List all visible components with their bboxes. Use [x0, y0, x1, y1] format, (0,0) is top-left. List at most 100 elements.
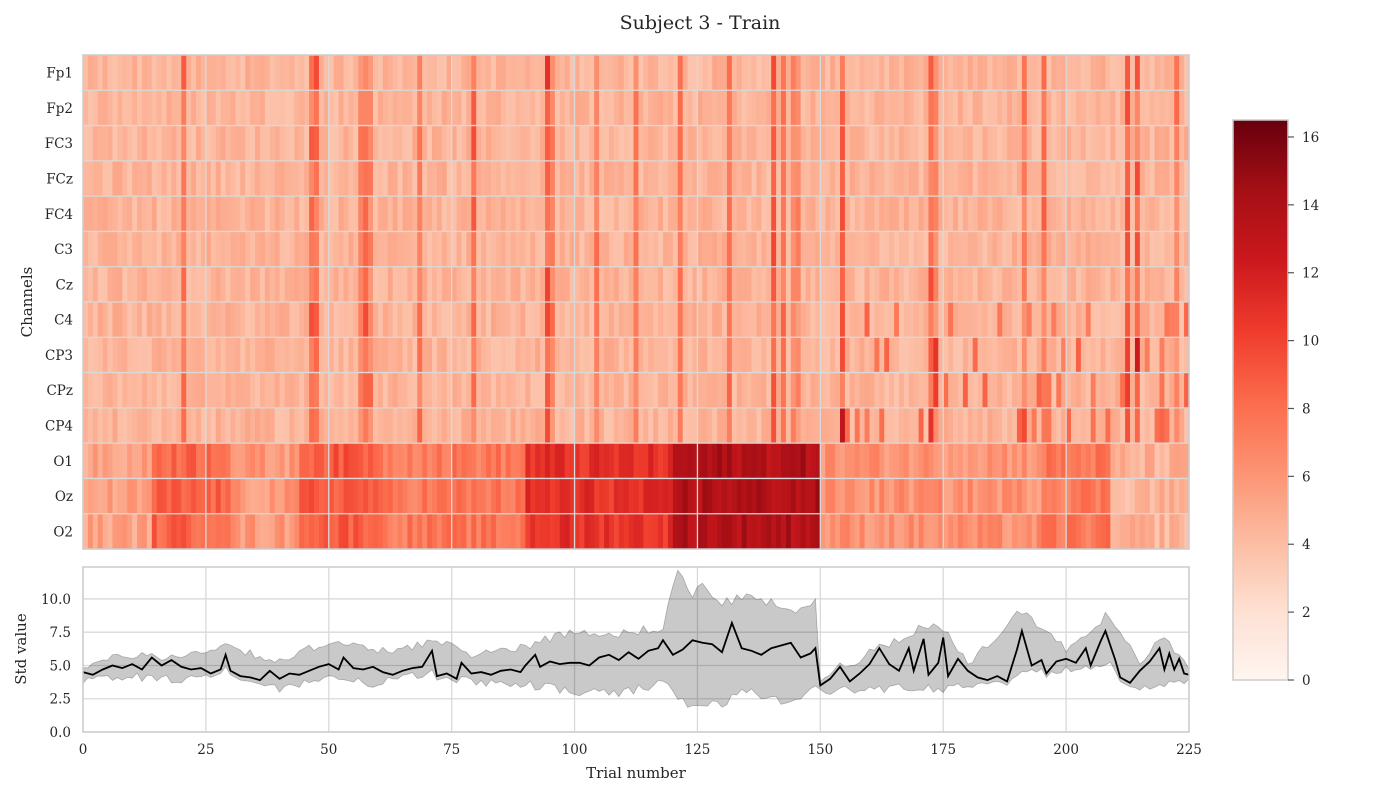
- heatmap-cell: [490, 407, 497, 444]
- heatmap-cell: [633, 513, 640, 550]
- heatmap-cell: [495, 443, 502, 479]
- heatmap-cell: [574, 125, 581, 162]
- heatmap-cell: [387, 90, 394, 126]
- heatmap-cell: [1002, 266, 1008, 303]
- heatmap-cell: [520, 372, 526, 409]
- heatmap-cell: [141, 513, 148, 550]
- heatmap-cell: [83, 407, 89, 444]
- heatmap-cell: [1134, 90, 1141, 126]
- heatmap-cell: [112, 372, 119, 409]
- heatmap-cell: [520, 196, 526, 232]
- heatmap-cell: [1174, 55, 1180, 91]
- heatmap-cell: [363, 302, 369, 338]
- heatmap-cell: [146, 513, 153, 550]
- heatmap-cell: [377, 55, 384, 91]
- heatmap-cell: [869, 337, 876, 373]
- heatmap-cell: [997, 231, 1003, 268]
- heatmap-cell: [1144, 90, 1151, 126]
- heatmap-cell: [751, 513, 758, 550]
- heatmap-cell: [1130, 55, 1136, 91]
- heatmap-cell: [373, 231, 379, 268]
- heatmap-cell: [579, 302, 585, 338]
- heatmap-cell: [1056, 443, 1062, 479]
- heatmap-cell: [407, 196, 413, 232]
- heatmap-cell: [805, 231, 812, 268]
- heatmap-cell: [810, 513, 817, 550]
- heatmap-cell: [564, 478, 571, 515]
- heatmap-cell: [800, 302, 807, 338]
- heatmap-cell: [638, 231, 644, 268]
- heatmap-cell: [318, 231, 325, 268]
- heatmap-cell: [594, 337, 600, 373]
- heatmap-cell: [540, 196, 546, 232]
- heatmap-cell: [461, 407, 468, 444]
- heatmap-cell: [1115, 407, 1121, 444]
- heatmap-cell: [230, 160, 236, 197]
- heatmap-cell: [554, 266, 561, 303]
- heatmap-cell: [279, 407, 286, 444]
- heatmap-cell: [353, 231, 359, 268]
- heatmap-cell: [667, 196, 674, 232]
- heatmap-cell: [373, 407, 379, 444]
- heatmap-cell: [1169, 160, 1175, 197]
- heatmap-cell: [525, 125, 531, 162]
- heatmap-cell: [726, 160, 733, 197]
- heatmap-cell: [495, 372, 502, 409]
- heatmap-cell: [1159, 90, 1166, 126]
- heatmap-cell: [658, 407, 664, 444]
- heatmap-cell: [510, 302, 517, 338]
- heatmap-cell: [181, 266, 187, 303]
- heatmap-cell: [938, 125, 944, 162]
- heatmap-cell: [903, 513, 910, 550]
- heatmap-cell: [800, 160, 807, 197]
- heatmap-cell: [1007, 407, 1013, 444]
- heatmap-cell: [1026, 231, 1033, 268]
- heatmap-cell: [948, 372, 954, 409]
- heatmap-cell: [240, 443, 246, 479]
- heatmap-cell: [948, 90, 954, 126]
- heatmap-cell: [726, 337, 733, 373]
- heatmap-cell: [274, 478, 281, 515]
- heatmap-cell: [717, 478, 723, 515]
- heatmap-cell: [923, 478, 930, 515]
- heatmap-cell: [353, 478, 359, 515]
- heatmap-cell: [505, 231, 512, 268]
- heatmap-cell: [264, 372, 271, 409]
- heatmap-cell: [1125, 337, 1131, 373]
- channel-label: Cz: [56, 277, 73, 293]
- heatmap-cell: [112, 196, 119, 232]
- heatmap-cell: [687, 478, 694, 515]
- heatmap-cell: [574, 231, 581, 268]
- heatmap-cell: [540, 302, 546, 338]
- heatmap-cell: [476, 90, 482, 126]
- heatmap-cell: [879, 266, 885, 303]
- heatmap-cell: [1061, 196, 1067, 232]
- heatmap-cell: [751, 160, 758, 197]
- heatmap-cell: [490, 266, 497, 303]
- heatmap-cell: [540, 372, 546, 409]
- heatmap-cell: [1051, 372, 1057, 409]
- heatmap-cell: [667, 443, 674, 479]
- heatmap-cell: [1051, 196, 1057, 232]
- heatmap-cell: [667, 55, 674, 91]
- heatmap-cell: [417, 125, 423, 162]
- heatmap-cell: [731, 407, 738, 444]
- heatmap-cell: [456, 160, 463, 197]
- heatmap-cell: [500, 55, 507, 91]
- heatmap-cell: [117, 478, 123, 515]
- heatmap-cell: [830, 160, 836, 197]
- heatmap-cell: [486, 90, 492, 126]
- heatmap-cell: [446, 478, 453, 515]
- heatmap-cell: [471, 160, 477, 197]
- heatmap-cell: [795, 90, 802, 126]
- heatmap-cell: [943, 90, 949, 126]
- heatmap-cell: [225, 231, 232, 268]
- heatmap-cell: [289, 125, 295, 162]
- heatmap-cell: [1051, 55, 1057, 91]
- heatmap-cell: [795, 266, 802, 303]
- heatmap-cell: [191, 160, 197, 197]
- heatmap-cell: [928, 513, 934, 550]
- heatmap-cell: [667, 160, 674, 197]
- heatmap-cell: [510, 231, 517, 268]
- heatmap-cell: [746, 125, 753, 162]
